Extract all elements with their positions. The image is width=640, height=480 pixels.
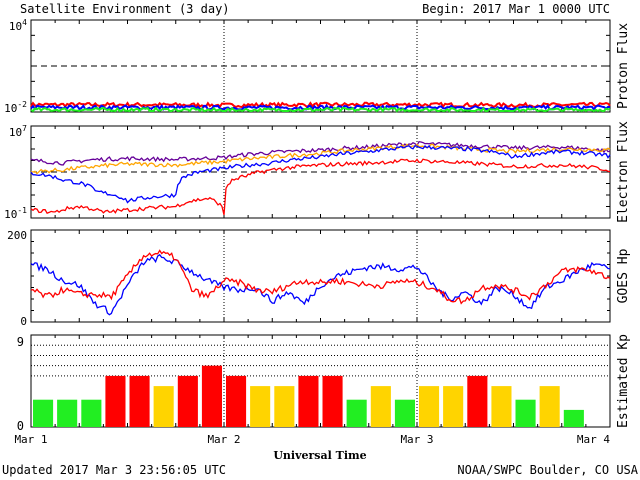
series-line-green	[30, 106, 611, 113]
x-axis-label: Universal Time	[273, 449, 366, 462]
proton-flux-ytick-top: 104	[9, 18, 27, 33]
kp-ylabel: Estimated Kp	[616, 334, 631, 428]
kp-bar	[153, 386, 174, 427]
series-line-blue	[30, 103, 611, 112]
goes-hp-panel: 200 0 GOES Hp	[7, 229, 631, 328]
series-line-blue	[30, 253, 611, 316]
kp-bar	[491, 386, 512, 427]
series-line-red	[30, 158, 611, 216]
electron-flux-ylabel: Electron Flux	[616, 121, 631, 223]
x-tick-mar-2: Mar 2	[207, 433, 240, 446]
kp-bar	[298, 375, 319, 427]
goes-hp-ytick-bottom: 0	[20, 315, 27, 328]
kp-bar	[177, 375, 198, 427]
kp-bar	[563, 409, 584, 427]
kp-bar	[370, 386, 391, 427]
x-tick-mar-3: Mar 3	[400, 433, 433, 446]
series-line-blue	[30, 144, 611, 204]
kp-bar	[250, 386, 271, 427]
kp-bar	[33, 399, 54, 427]
begin-label: Begin: 2017 Mar 1 0000 UTC	[422, 2, 610, 16]
kp-bar	[274, 386, 295, 427]
kp-bar	[105, 375, 126, 427]
x-tick-mar-1: Mar 1	[14, 433, 47, 446]
electron-flux-ytick-top: 107	[9, 124, 27, 139]
kp-bar	[539, 386, 560, 427]
kp-bar	[394, 399, 415, 427]
kp-panel: 9 0 Estimated Kp	[17, 334, 631, 433]
kp-bar	[57, 399, 78, 427]
x-tick-mar-4: Mar 4	[577, 433, 610, 446]
kp-bar	[129, 375, 150, 427]
kp-ytick-bottom: 0	[17, 419, 24, 433]
electron-flux-panel: 107 10-1 Electron Flux	[4, 121, 631, 223]
series-line-red	[30, 101, 611, 109]
kp-ytick-top: 9	[17, 335, 24, 349]
source-credit: NOAA/SWPC Boulder, CO USA	[457, 463, 638, 477]
kp-bar	[467, 375, 488, 427]
proton-flux-panel: 104 10-2 Proton Flux	[4, 18, 631, 115]
electron-flux-ytick-bottom: 10-1	[4, 206, 27, 221]
kp-bar	[322, 375, 343, 427]
goes-hp-ytick-top: 200	[7, 229, 27, 242]
kp-bar	[226, 375, 247, 427]
kp-bar	[515, 399, 536, 427]
proton-flux-ylabel: Proton Flux	[616, 23, 631, 109]
proton-flux-ytick-bottom: 10-2	[4, 100, 27, 115]
kp-bar	[419, 386, 440, 427]
updated-timestamp: Updated 2017 Mar 3 23:56:05 UTC	[2, 463, 226, 477]
kp-bar	[443, 386, 464, 427]
chart-title: Satellite Environment (3 day)	[20, 2, 230, 16]
kp-bar	[346, 399, 367, 427]
kp-bar	[81, 399, 102, 427]
kp-bar	[201, 365, 222, 427]
goes-hp-ylabel: GOES Hp	[616, 248, 631, 303]
goes-hp-frame	[30, 229, 611, 323]
series-line-red	[30, 249, 611, 305]
series-line-purple	[30, 140, 611, 166]
